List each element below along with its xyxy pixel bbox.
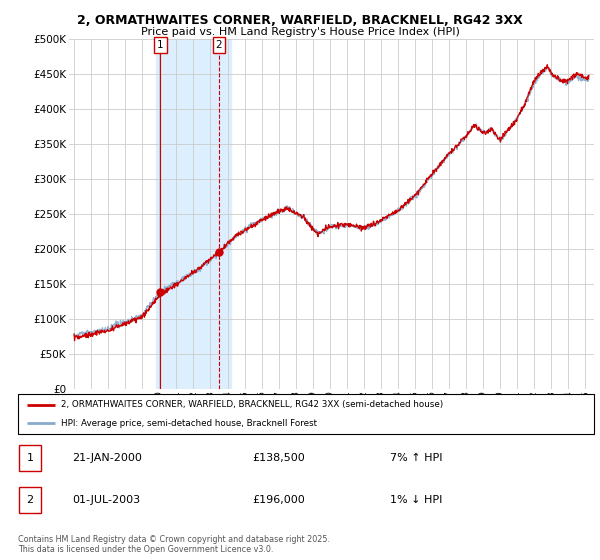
Text: 2: 2 xyxy=(215,40,223,50)
Text: £196,000: £196,000 xyxy=(252,495,305,505)
Text: Price paid vs. HM Land Registry's House Price Index (HPI): Price paid vs. HM Land Registry's House … xyxy=(140,27,460,37)
Text: 2, ORMATHWAITES CORNER, WARFIELD, BRACKNELL, RG42 3XX (semi-detached house): 2, ORMATHWAITES CORNER, WARFIELD, BRACKN… xyxy=(61,400,443,409)
Text: 1: 1 xyxy=(157,40,164,50)
Text: 21-JAN-2000: 21-JAN-2000 xyxy=(72,453,142,463)
Text: 01-JUL-2003: 01-JUL-2003 xyxy=(72,495,140,505)
Text: 1% ↓ HPI: 1% ↓ HPI xyxy=(390,495,442,505)
Text: £138,500: £138,500 xyxy=(252,453,305,463)
Bar xyxy=(156,39,231,389)
Text: 2, ORMATHWAITES CORNER, WARFIELD, BRACKNELL, RG42 3XX: 2, ORMATHWAITES CORNER, WARFIELD, BRACKN… xyxy=(77,14,523,27)
Text: Contains HM Land Registry data © Crown copyright and database right 2025.
This d: Contains HM Land Registry data © Crown c… xyxy=(18,535,330,554)
Text: 2: 2 xyxy=(26,495,34,505)
Text: HPI: Average price, semi-detached house, Bracknell Forest: HPI: Average price, semi-detached house,… xyxy=(61,419,317,428)
Text: 1: 1 xyxy=(26,453,34,463)
Text: 7% ↑ HPI: 7% ↑ HPI xyxy=(390,453,443,463)
